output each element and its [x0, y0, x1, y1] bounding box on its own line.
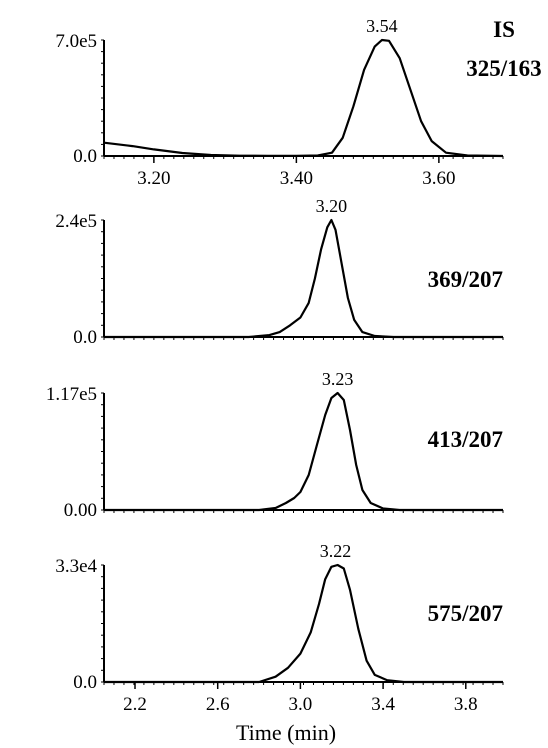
x-tick-label: 3.4 [371, 694, 395, 715]
y-tick-label-max: 3.3e4 [55, 556, 97, 577]
transition-label: 369/207 [428, 267, 503, 292]
peak-retention-label: 3.22 [320, 541, 352, 561]
y-tick-label-zero: 0.0 [73, 672, 97, 693]
chromatogram-trace [104, 563, 503, 684]
transition-label: 413/207 [428, 427, 503, 452]
x-tick-label: 3.0 [289, 694, 313, 715]
chromatogram-trace [104, 218, 503, 339]
transition-label: 575/207 [428, 601, 503, 626]
y-tick-label-max: 1.17e5 [46, 384, 97, 405]
x-tick-label: 3.60 [422, 168, 455, 189]
y-tick-label-max: 2.4e5 [55, 211, 97, 232]
x-tick-label: 3.8 [454, 694, 478, 715]
transition-label: 325/163 [466, 56, 541, 81]
transition-label: IS [493, 17, 515, 42]
peak-retention-label: 3.54 [366, 16, 398, 36]
y-tick-label-zero: 0.0 [73, 327, 97, 348]
x-axis-title: Time (min) [236, 720, 336, 745]
chromatogram-trace [103, 38, 504, 158]
x-tick-label: 2.2 [123, 694, 147, 715]
y-tick-label-zero: 0.00 [64, 500, 97, 521]
x-tick-label: 3.40 [280, 168, 313, 189]
x-tick-label: 3.20 [137, 168, 170, 189]
peak-retention-label: 3.20 [316, 196, 348, 216]
y-tick-label-max: 7.0e5 [55, 31, 97, 52]
x-tick-label: 2.6 [206, 694, 230, 715]
y-tick-label-zero: 0.0 [73, 146, 97, 167]
chromatogram-trace [104, 391, 503, 512]
peak-retention-label: 3.23 [322, 369, 354, 389]
